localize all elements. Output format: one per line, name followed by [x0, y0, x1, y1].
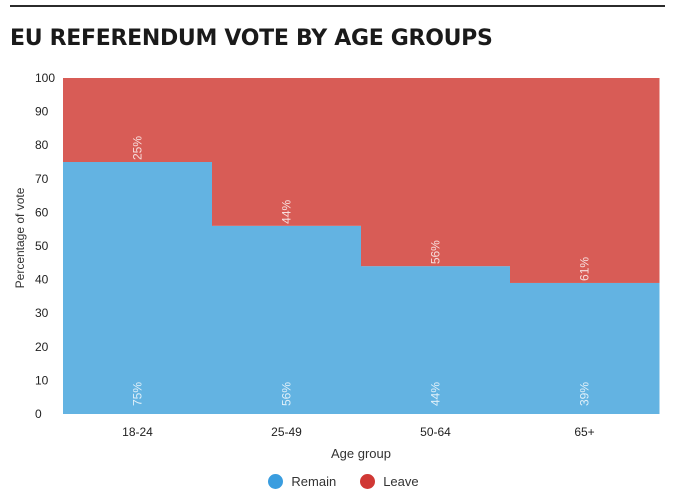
x-axis-title: Age group	[331, 446, 391, 461]
y-tick-labels: 0 10 20 30 40 50 60 70 80 90 100	[35, 71, 55, 421]
bar-remain-65+[interactable]	[510, 282, 660, 414]
data-label-leave: 56%	[429, 240, 443, 264]
y-axis-title: Percentage of vote	[13, 187, 27, 288]
y-tick-label: 100	[35, 71, 55, 85]
legend-label-remain: Remain	[291, 474, 337, 489]
bar-remain-25-49[interactable]	[212, 225, 362, 414]
y-tick-label: 80	[35, 138, 49, 152]
chart-title: EU REFERENDUM VOTE BY AGE GROUPS	[10, 26, 493, 51]
data-label-remain: 39%	[578, 382, 592, 406]
data-label-leave: 44%	[280, 200, 294, 224]
y-tick-label: 20	[35, 340, 49, 354]
y-tick-label: 50	[35, 239, 49, 253]
x-tick-label: 18-24	[122, 425, 153, 439]
legend-swatch-remain-icon	[268, 474, 284, 489]
bar-remain-18-24[interactable]	[63, 162, 213, 414]
y-tick-label: 10	[35, 373, 49, 387]
legend: Remain Leave	[0, 474, 687, 489]
data-label-remain: 75%	[131, 382, 145, 406]
bar-leave-18-24[interactable]	[63, 78, 213, 162]
data-labels: 75% 25% 56% 44% 44% 56% 39% 61%	[131, 136, 592, 406]
data-label-leave: 61%	[578, 257, 592, 281]
bars-layer	[63, 78, 660, 414]
bar-leave-25-49[interactable]	[212, 78, 362, 226]
data-label-leave: 25%	[131, 136, 145, 160]
legend-label-leave: Leave	[383, 474, 419, 489]
top-rule	[10, 5, 665, 7]
legend-swatch-leave-icon	[360, 474, 376, 489]
y-tick-label: 70	[35, 172, 49, 186]
x-tick-label: 25-49	[271, 425, 302, 439]
y-tick-label: 0	[35, 407, 42, 421]
data-label-remain: 56%	[280, 382, 294, 406]
data-label-remain: 44%	[429, 382, 443, 406]
bar-leave-65+[interactable]	[510, 78, 660, 283]
y-tick-label: 30	[35, 306, 49, 320]
y-tick-label: 90	[35, 105, 49, 119]
legend-item-leave[interactable]: Leave	[360, 474, 419, 489]
x-tick-labels: 18-24 25-49 50-64 65+	[122, 425, 595, 439]
chart-canvas: 0 10 20 30 40 50 60 70 80 90 100 18-24 25-49 50-64 65…	[13, 71, 660, 461]
legend-item-remain[interactable]: Remain	[268, 474, 336, 489]
x-tick-label: 50-64	[420, 425, 451, 439]
y-tick-label: 60	[35, 205, 49, 219]
bar-leave-50-64[interactable]	[361, 78, 511, 267]
bar-remain-50-64[interactable]	[361, 266, 511, 414]
y-tick-label: 40	[35, 273, 49, 287]
x-tick-label: 65+	[574, 425, 594, 439]
